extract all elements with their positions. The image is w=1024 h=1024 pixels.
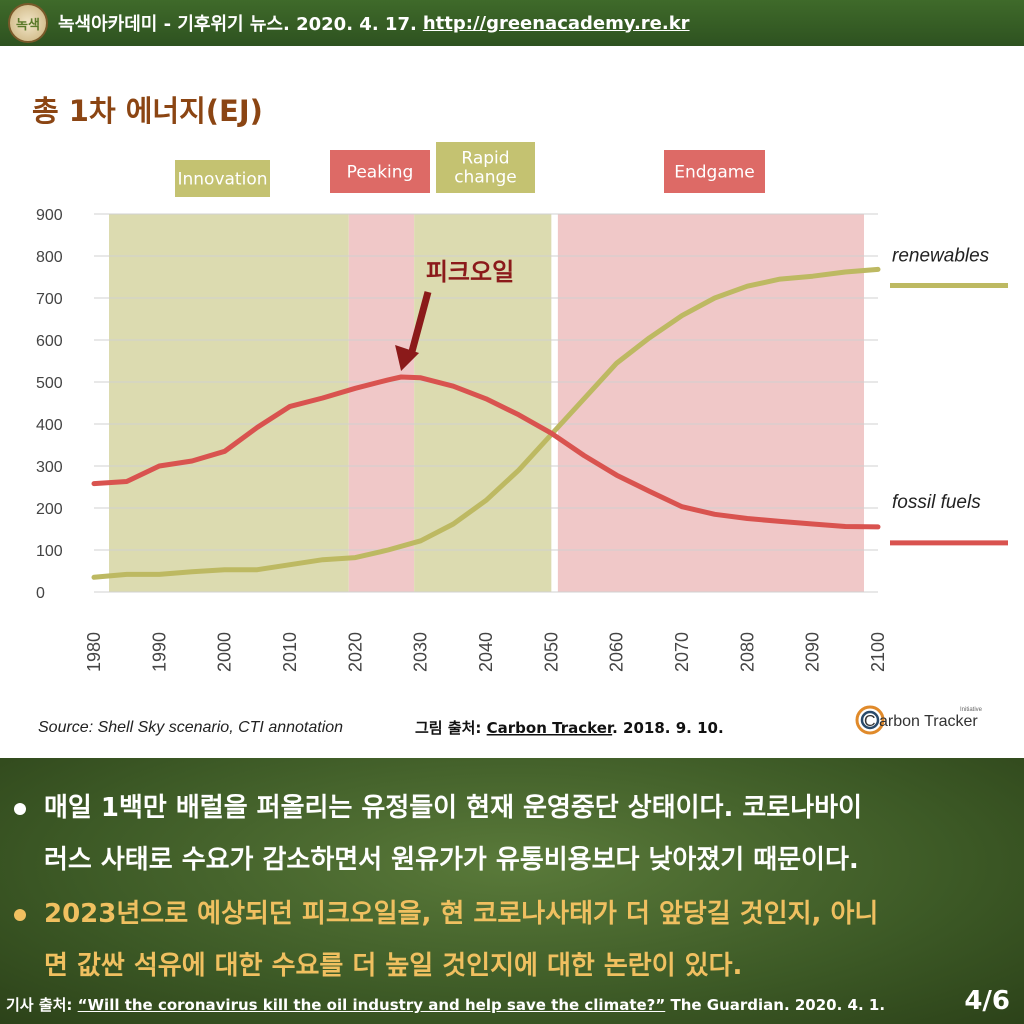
bullet-dot [14,908,26,921]
y-tick-200: 200 [36,501,63,518]
phase-label-3-word-2: change [454,168,517,188]
annotation: 피크오일 [395,258,514,371]
academy-logo: 녹색 [8,3,48,43]
phase-label-4: Endgame [674,163,755,183]
y-tick-800: 800 [36,249,63,266]
summary-panel: 매일 1백만 배럴을 퍼올리는 유정들이 현재 운영중단 상태이다. 코로나바이… [0,758,1024,1024]
x-tick-2010: 2010 [280,632,300,672]
x-tick-2000: 2000 [215,632,235,672]
phase-label-box-2 [330,150,430,193]
y-tick-500: 500 [36,375,63,392]
bullet-1-line-1: 매일 1백만 배럴을 퍼올리는 유정들이 현재 운영중단 상태이다. 코로나바이 [44,793,862,823]
grid-lines [94,213,878,593]
figure-credit-prefix: 그림 출처: [415,719,487,737]
header-url-link[interactable]: http://greenacademy.re.kr [422,12,690,34]
series-line-renewables [91,266,881,580]
x-tick-2090: 2090 [803,632,823,672]
logo-ring-inner [860,710,880,730]
brand-initial: C [864,713,876,730]
legend-label-2: fossil fuels [892,492,981,513]
annotation-label: 피크오일 [426,258,514,286]
brand-name: arbon Tracker [879,713,978,730]
x-tick-2100: 2100 [868,632,888,672]
bullet-1-line-2: 러스 사태로 수요가 감소하면서 원유가가 유통비용보다 낮아졌기 때문이다. [44,845,859,875]
y-tick-400: 400 [36,417,63,434]
y-tick-900: 900 [36,207,63,224]
x-tick-2060: 2060 [607,632,627,672]
source-note: Source: Shell Sky scenario, CTI annotati… [38,719,343,736]
bullet-2-line-1: 2023년으로 예상되던 피크오일을, 현 코로나사태가 더 앞당길 것인지, … [44,899,879,929]
bullet-dot [14,802,26,815]
page-number: 4/6 [964,986,1010,1016]
phase-label-1: Innovation [177,170,267,190]
phase-label-3-word-1: Rapid [461,149,509,169]
figure-credit-link[interactable]: Carbon Tracker [487,719,615,737]
y-tick-700: 700 [36,291,63,308]
footer-prefix: 기사 출처: [6,996,78,1014]
carbon-tracker-logo: C arbon Tracker Initiative [855,705,983,735]
x-tick-2070: 2070 [672,632,692,672]
logo-text: 녹색 [16,17,40,33]
series-line-fossil-fuels [91,374,881,530]
y-tick-600: 600 [36,333,63,350]
series-lines [91,266,881,580]
figure-credit-date: . 2018. 9. 10. [612,719,724,737]
annotation-arrow-shaft [407,291,432,356]
bullet-2: 2023년으로 예상되던 피크오일을, 현 코로나사태가 더 앞당길 것인지, … [14,888,1004,992]
phase-label-box-1 [175,160,270,197]
x-tick-2080: 2080 [737,632,757,672]
y-tick-100: 100 [36,543,63,560]
brand-tag: Initiative [960,707,983,713]
phase-band-2 [348,214,415,592]
x-tick-2030: 2030 [411,632,431,672]
x-tick-2020: 2020 [345,632,365,672]
footer-citation: 기사 출처: “Will the coronavirus kill the oi… [6,994,885,1015]
x-tick-1980: 1980 [84,632,104,672]
header-bar: 녹색 녹색아카데미 - 기후위기 뉴스. 2020. 4. 17. http:/… [0,0,1024,46]
chart-title: 총 1차 에너지(EJ) [32,94,263,128]
y-tick-0: 0 [36,585,45,602]
footer-article-link[interactable]: “Will the coronavirus kill the oil indus… [77,996,666,1014]
header-text: 녹색아카데미 - 기후위기 뉴스. 2020. 4. 17. [58,14,417,35]
x-tick-labels: 1980 1990 2000 2010 2020 2030 2040 2050 2060 2070… [84,632,888,672]
phase-band-4 [557,214,864,592]
legend-label-1: renewables [892,245,990,266]
bullet-1: 매일 1백만 배럴을 퍼올리는 유정들이 현재 운영중단 상태이다. 코로나바이… [14,782,1004,886]
annotation-arrow-head [395,344,420,371]
phase-label-box-3 [436,142,535,193]
y-tick-300: 300 [36,459,63,476]
x-tick-1990: 1990 [149,632,169,672]
phase-label-2: Peaking [347,163,414,183]
phase-band-3 [414,214,552,592]
bullet-2-line-2: 면 값싼 석유에 대한 수요를 더 높일 것인지에 대한 논란이 있다. [44,951,743,981]
y-tick-labels: 0 100 200 300 400 500 600 700 800 900 [36,207,63,602]
logo-ring-outer [855,705,885,735]
phase-label-box-4 [664,150,765,193]
x-tick-2050: 2050 [541,632,561,672]
x-tick-2040: 2040 [476,632,496,672]
figure-credit: 그림 출처: Carbon Tracker. 2018. 9. 10. [415,719,724,737]
legend: renewables fossil fuels [890,245,1008,546]
footer-suffix: The Guardian. 2020. 4. 1. [665,996,886,1014]
